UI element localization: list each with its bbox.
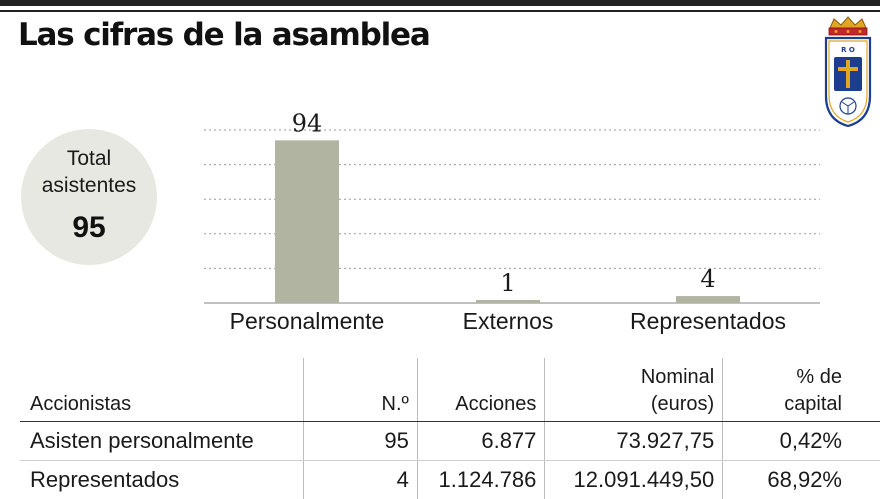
chart-bar-externos <box>476 300 540 303</box>
chart-data-label: 94 <box>292 109 323 137</box>
table-cell: Representados <box>20 461 304 499</box>
table-header-line2: N.º <box>312 391 409 418</box>
table-cell: 1.124.786 <box>417 461 545 499</box>
top-rule-thick <box>0 0 880 6</box>
table-header-cell: N.º <box>304 358 418 422</box>
table-header-line2: capital <box>731 391 842 418</box>
chart-data-label: 4 <box>700 265 715 293</box>
crest-letters: R O <box>841 46 855 54</box>
table-header-cell: Nominal(euros) <box>545 358 723 422</box>
chart-category-label: Personalmente <box>230 308 385 334</box>
table-cell: 4 <box>304 461 418 499</box>
table-header-line2: (euros) <box>553 391 714 418</box>
infographic-title: Las cifras de la asamblea <box>18 17 430 53</box>
chart-data-label: 1 <box>500 269 515 297</box>
table-header-line2: Accionistas <box>30 391 295 418</box>
chart-category-label: Externos <box>463 308 554 334</box>
table-cell: Asisten personalmente <box>20 422 304 461</box>
chart-bar-personalmente <box>275 140 339 303</box>
chart-category-label: Representados <box>630 308 786 334</box>
top-rule-thin <box>0 10 880 12</box>
table-header-line1 <box>426 364 537 391</box>
table-cell: 6.877 <box>417 422 545 461</box>
table-header-line1 <box>312 364 409 391</box>
chart-bar-representados <box>676 296 740 303</box>
table-cell: 0,42% <box>723 422 880 461</box>
attendance-bar-chart: 94 Personalmente 1 Externos 4 Representados <box>0 70 880 340</box>
table-cell: 12.091.449,50 <box>545 461 723 499</box>
table-header-cell: Acciones <box>417 358 545 422</box>
table-cell: 73.927,75 <box>545 422 723 461</box>
table-cell: 95 <box>304 422 418 461</box>
table-header-line1: % de <box>731 364 842 391</box>
table-cell: 68,92% <box>723 461 880 499</box>
table-header-line1: Nominal <box>553 364 714 391</box>
table-header-cell: Accionistas <box>20 358 304 422</box>
table-header-line1 <box>30 364 295 391</box>
table-header-line2: Acciones <box>426 391 537 418</box>
